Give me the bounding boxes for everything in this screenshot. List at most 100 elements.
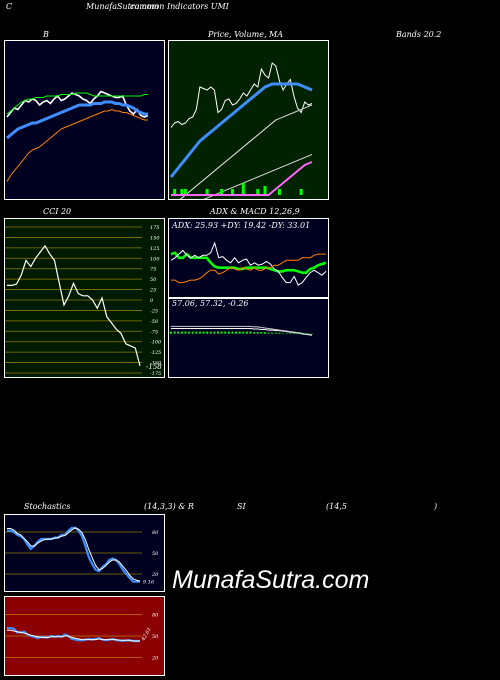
macd-histogram-bar <box>267 332 270 334</box>
macd-histogram-bar <box>180 331 183 334</box>
macd-histogram-bar <box>177 331 180 334</box>
cci-tick-label: 175 <box>150 225 160 231</box>
rsi-value-label: 42.61 <box>140 627 153 643</box>
macd-histogram-bar <box>220 331 223 334</box>
macd-histogram-bar <box>231 331 234 334</box>
macd-histogram-bar <box>173 331 176 334</box>
macd-histogram-bar <box>170 331 172 334</box>
rsi-tick-label: 20 <box>151 656 159 662</box>
cci-value-label: -158 <box>146 363 162 371</box>
stoch-title-right: (14,5 <box>326 502 347 511</box>
macd-histogram-bar <box>224 331 227 334</box>
volume-bar <box>180 189 184 195</box>
adx-chart <box>170 241 327 286</box>
stoch-tick-label: 20 <box>151 572 159 578</box>
stoch-panel: 80 50 20 9.16 <box>4 514 165 592</box>
rsi-tick-label: 50 <box>152 634 159 640</box>
price-ma_mid-highlight <box>180 104 313 199</box>
stoch-title-end: ) <box>434 502 438 511</box>
rsi-chart: 80 50 20 42.61 <box>5 612 159 662</box>
rsi-panel: 80 50 20 42.61 <box>4 596 165 676</box>
cci-panel: 175 150 125 100 75 50 25 0 -25 -50 -75 -100 -125 -150… <box>4 218 165 378</box>
macd-histogram-bar <box>235 331 238 334</box>
volume-bar <box>205 189 209 195</box>
header-left: C <box>6 2 13 11</box>
header-site: MunafaSutra.com <box>86 2 159 11</box>
macd-chart <box>170 325 313 336</box>
macd-histogram-bar <box>213 331 216 334</box>
cci-tick-label: -75 <box>150 329 158 335</box>
cci-tick-label: -50 <box>150 319 159 325</box>
volume-bar <box>277 189 281 195</box>
cci-tick-label: -150 <box>150 361 162 367</box>
macd-histogram-bar <box>188 331 191 334</box>
cci-tick-label: 75 <box>150 267 156 273</box>
bb-close-line <box>6 90 149 118</box>
stoch-chart: 80 50 20 9.16 <box>5 526 159 586</box>
cci-tick-label: 50 <box>150 277 157 283</box>
adx-macd-title: ADX & MACD 12,26,9 <box>210 207 300 216</box>
cci-tick-label: -25 <box>150 308 158 314</box>
macd-histogram-bar <box>206 331 209 334</box>
price-price-line <box>170 62 313 128</box>
price-panel <box>168 40 329 200</box>
cci-title: CCI 20 <box>43 207 72 216</box>
rsi-mrsi-line <box>7 629 140 642</box>
bollinger-chart <box>6 90 149 182</box>
bb-middle-line <box>6 100 148 140</box>
stoch-title-si: SI <box>237 502 246 511</box>
macd-histogram-bar <box>242 331 245 334</box>
volume-bar <box>220 189 224 195</box>
cci-tick-label: -125 <box>150 350 161 356</box>
price-title: Price, Volume, MA <box>208 30 284 39</box>
adx-readout: ADX: 25.93 +DY: 19.42 -DY: 33.01 <box>172 221 311 230</box>
cci-tick-label: 0 <box>150 298 154 304</box>
watermark: MunafaSutra.com <box>172 566 370 594</box>
adx-dy-line <box>171 253 326 284</box>
header-title: common Indicators UMI <box>130 2 229 11</box>
stoch-title-left: Stochastics <box>24 502 71 511</box>
price-ma_long-highlight <box>203 154 313 199</box>
rsi-tick-label: 80 <box>152 612 159 618</box>
stoch-d-line <box>7 527 141 582</box>
macd-histogram-bar <box>278 332 281 334</box>
stoch-value-label: 9.16 <box>143 580 155 586</box>
macd-histogram-bar <box>303 333 306 335</box>
macd-histogram-bar <box>274 332 277 334</box>
macd-signal-line <box>171 325 313 336</box>
stoch-tick-label: 80 <box>152 530 159 536</box>
macd-histogram-bar <box>209 331 212 334</box>
macd-histogram-bar <box>253 332 256 334</box>
price-chart <box>169 62 313 199</box>
bb-upper-line <box>6 92 148 115</box>
cci-line <box>7 244 141 367</box>
macd-histogram-bar <box>238 331 241 334</box>
macd-histogram-bar <box>264 332 266 334</box>
macd-histogram-bar <box>260 332 263 334</box>
macd-panel: 57.06, 57.32, -0.26 <box>168 298 329 378</box>
rsi-rsi-line <box>7 627 140 643</box>
volume-bar <box>241 183 245 195</box>
macd-histogram-bar <box>198 331 201 334</box>
macd-histogram-bar <box>249 331 252 334</box>
volume-bar <box>263 186 267 195</box>
macd-histogram-bar <box>191 331 194 334</box>
macd-histogram-bar <box>202 331 205 334</box>
cci-tick-label: 125 <box>150 246 160 252</box>
macd-histogram-bar <box>217 331 219 334</box>
volume-bar <box>183 189 187 195</box>
macd-histogram-bar <box>184 331 187 334</box>
macd-readout: 57.06, 57.32, -0.26 <box>172 299 249 308</box>
macd-histogram-bar <box>245 331 248 334</box>
volume-bar <box>173 189 177 195</box>
price-ma_short-line <box>169 82 313 178</box>
adx-dy-line <box>170 241 327 286</box>
cci-tick-label: 25 <box>149 288 156 294</box>
cci-chart: 175 150 125 100 75 50 25 0 -25 -50 -75 -100 -125 -150… <box>5 225 162 377</box>
adx-panel: ADX: 25.93 +DY: 19.42 -DY: 33.01 <box>168 218 329 298</box>
cci-tick-label: 150 <box>150 235 160 241</box>
stoch-tick-label: 50 <box>152 551 159 557</box>
bbands-title-right: Bands 20.2 <box>396 30 442 39</box>
stoch-k-line <box>7 526 140 583</box>
macd-histogram-bar <box>195 331 198 334</box>
